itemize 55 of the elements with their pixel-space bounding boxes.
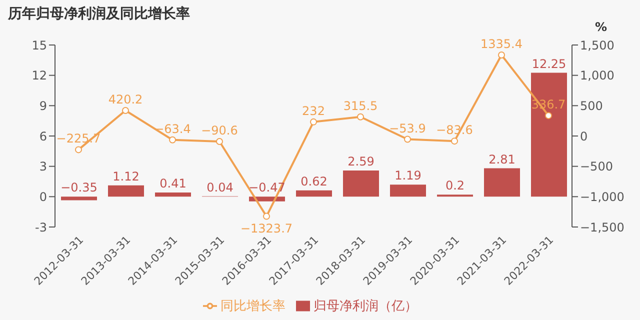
y2-axis-title: %: [594, 20, 608, 34]
point: [263, 212, 270, 220]
data-label: 232: [302, 104, 325, 118]
y-tick-label: -3: [35, 220, 47, 234]
point: [451, 138, 458, 145]
data-label: 1.19: [394, 168, 422, 183]
chart-title: 历年归母净利润及同比增长率: [8, 5, 190, 23]
data-label: −63.4: [154, 122, 191, 136]
point: [498, 51, 505, 58]
legend-label: 同比增长率: [220, 299, 286, 314]
data-label: 0.2: [445, 178, 465, 193]
data-label: 2.81: [488, 152, 516, 166]
data-label: −90.6: [201, 123, 238, 138]
y2-tick-label: 500: [580, 98, 603, 113]
data-label: 0.04: [206, 180, 234, 194]
y-tick-label: 6: [39, 129, 47, 144]
data-label: 1335.4: [480, 36, 522, 51]
data-label: 1.12: [112, 169, 140, 184]
y-tick-label: 12: [32, 68, 47, 83]
bar: [531, 72, 567, 197]
data-label: −53.9: [389, 121, 426, 136]
point: [216, 138, 223, 145]
point: [122, 107, 129, 114]
y2-tick-label: −1,500: [580, 220, 624, 234]
y2-tick-label: −500: [580, 160, 613, 174]
data-label: 315.5: [343, 98, 378, 113]
point: [75, 146, 82, 154]
point: [310, 118, 317, 126]
point: [357, 113, 364, 120]
y2-tick-label: −1,000: [580, 190, 624, 204]
data-label: 420.2: [108, 92, 143, 107]
y-tick-label: 3: [39, 160, 47, 174]
bar: [343, 170, 379, 197]
y2-tick-label: 1,000: [580, 68, 614, 83]
bar: [155, 192, 191, 197]
point: [404, 136, 411, 143]
data-label: −1323.7: [240, 221, 293, 236]
point: [169, 136, 176, 144]
bar: [108, 185, 144, 197]
bar: [484, 168, 520, 197]
data-label: 12.25: [532, 56, 566, 71]
bar: [61, 196, 97, 200]
bar: [296, 190, 332, 197]
y-tick-label: 0: [39, 190, 47, 204]
data-label: 2.59: [348, 154, 374, 168]
point: [545, 112, 552, 120]
bar: [390, 184, 426, 197]
y-tick-label: 9: [39, 98, 47, 113]
data-label: −0.35: [60, 180, 98, 195]
y2-tick-label: 0: [580, 129, 588, 144]
y2-tick-label: 1,500: [580, 38, 614, 52]
y-tick-label: 15: [32, 38, 47, 52]
data-label: 0.62: [300, 174, 328, 188]
legend-label: 归母净利润（亿）: [314, 299, 418, 314]
data-label: 0.41: [160, 176, 186, 191]
